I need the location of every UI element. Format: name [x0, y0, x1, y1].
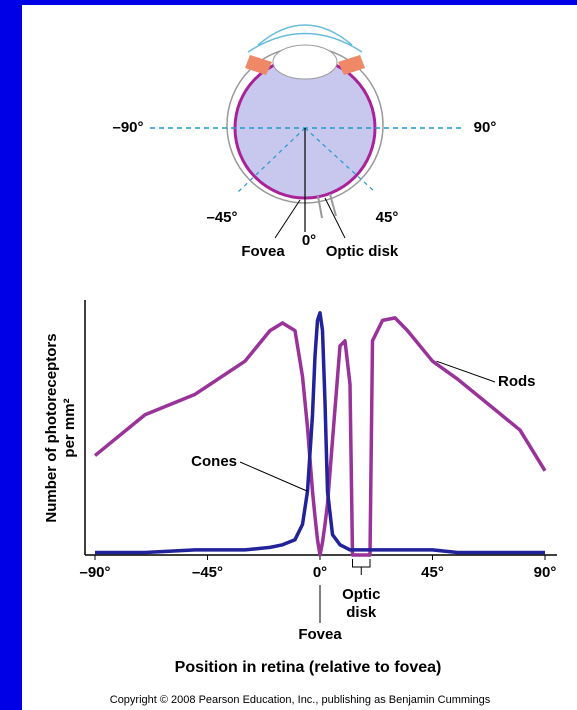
- x-axis-label: Position in retina (relative to fovea): [175, 659, 442, 676]
- annotation: Optic: [342, 586, 380, 603]
- leader: [436, 360, 496, 383]
- x-tick-label: 0°: [313, 564, 327, 581]
- angle-label: 90°: [474, 119, 497, 136]
- leader: [239, 461, 308, 492]
- optic-disk-label: Optic disk: [326, 243, 399, 260]
- annotation: Fovea: [298, 626, 342, 643]
- annotation: disk: [346, 604, 377, 621]
- x-tick-label: –45°: [192, 564, 223, 581]
- angle-label: 0°: [302, 232, 316, 249]
- y-axis-label: Number of photoreceptors: [43, 333, 60, 522]
- angle-label: –45°: [206, 209, 237, 226]
- angle-label: –90°: [112, 119, 143, 136]
- x-tick-label: 90°: [534, 564, 557, 581]
- fovea-label: Fovea: [241, 243, 285, 260]
- angle-label: 45°: [376, 209, 399, 226]
- legend-label: Cones: [191, 453, 237, 470]
- x-tick-label: –90°: [79, 564, 110, 581]
- x-tick-label: 45°: [421, 564, 444, 581]
- y-axis-label: per mm²: [61, 398, 78, 457]
- series-line: [95, 311, 545, 555]
- legend-label: Rods: [498, 373, 536, 390]
- copyright: Copyright © 2008 Pearson Education, Inc.…: [110, 694, 491, 706]
- eye-diagram: –90° 90° –45° 45° 0° Fovea Optic disk: [112, 24, 497, 260]
- bracket: [352, 559, 371, 575]
